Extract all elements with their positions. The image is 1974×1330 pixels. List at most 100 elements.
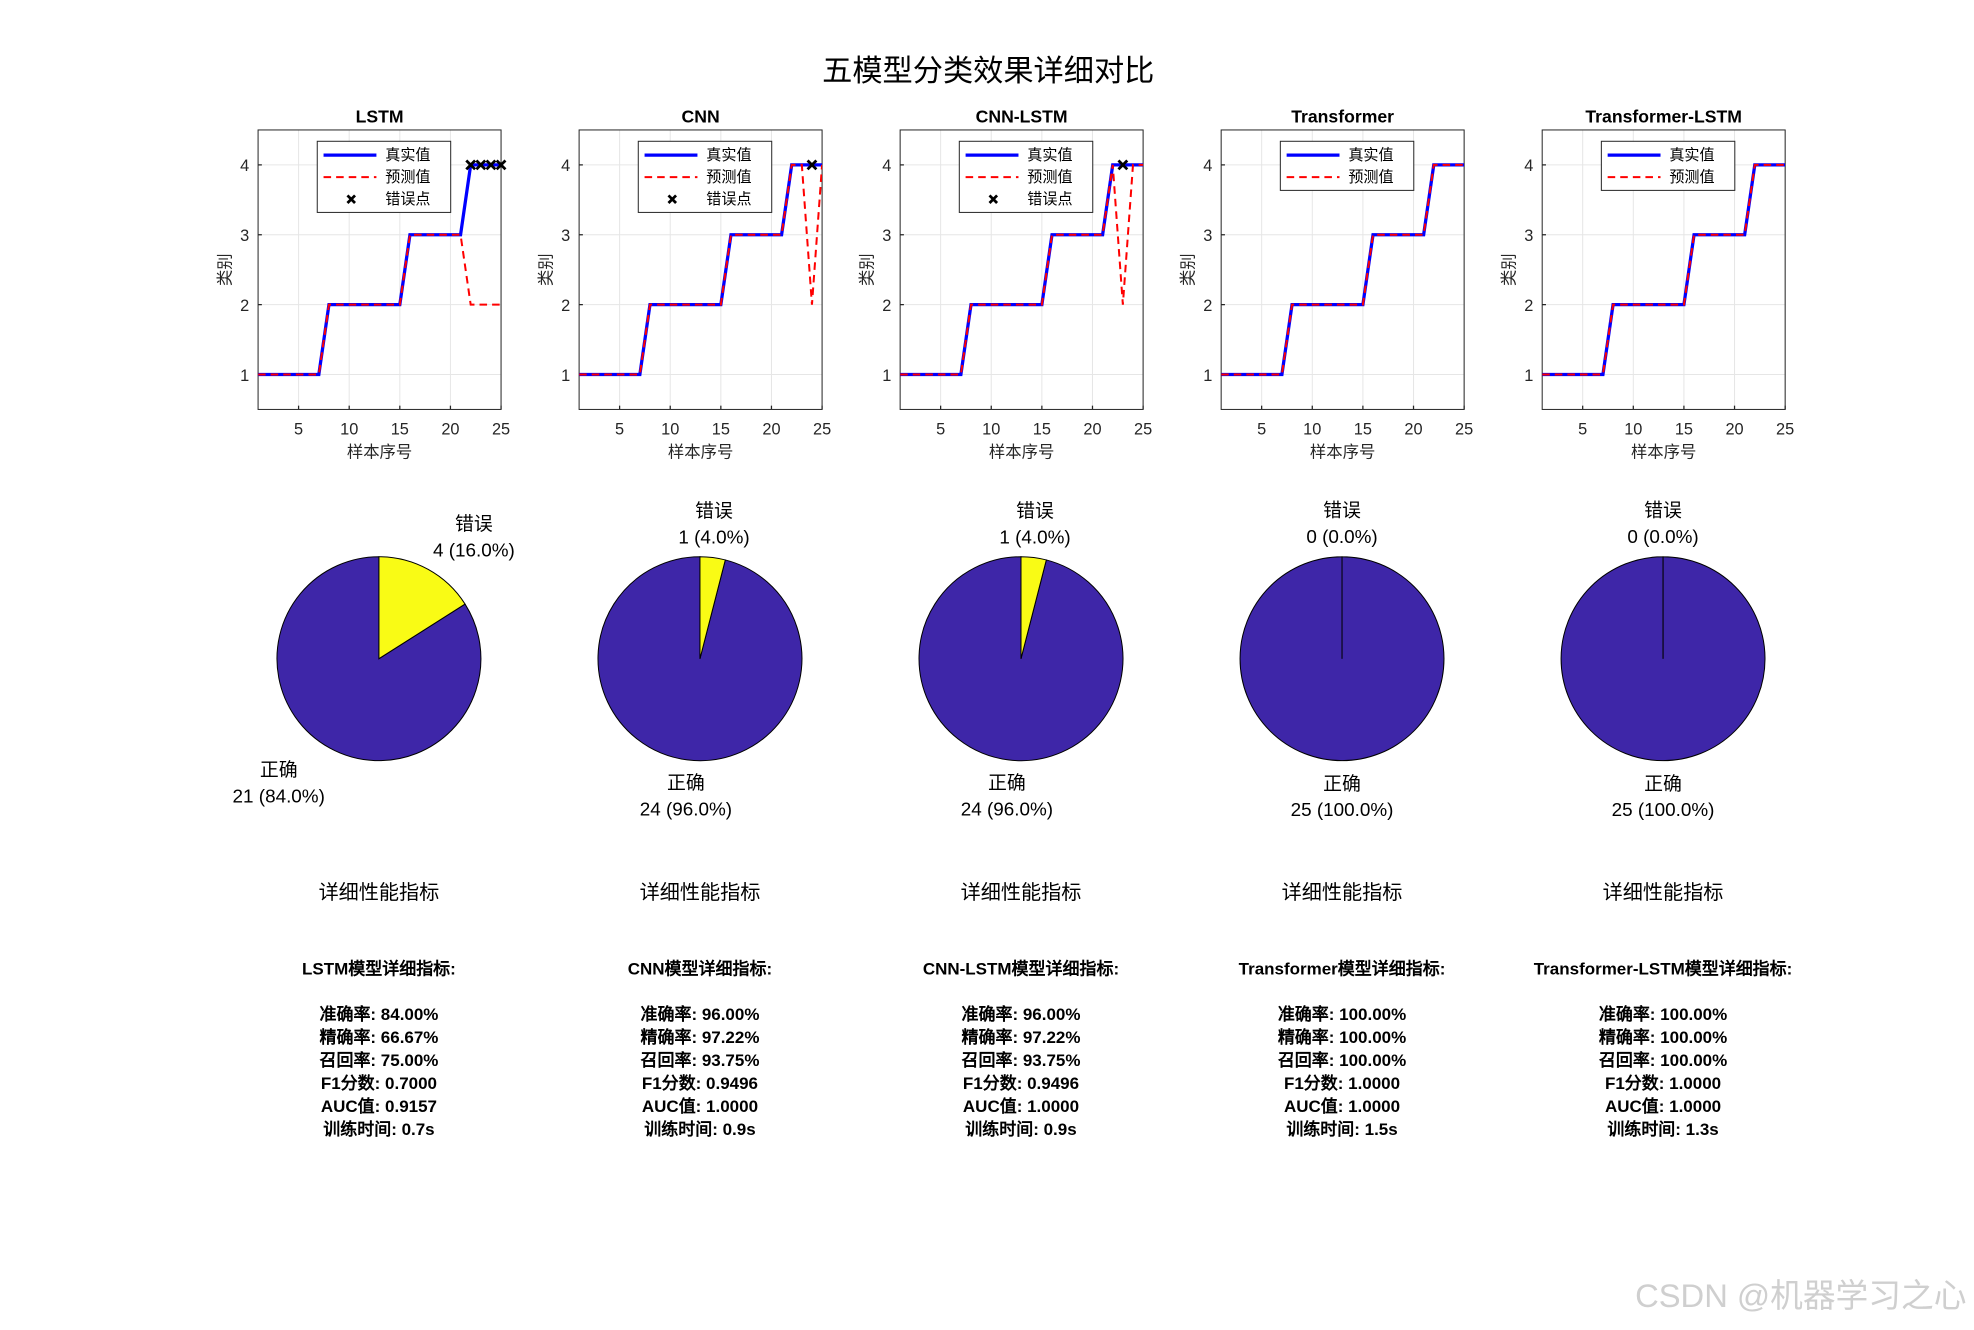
pie-value-label: 4 (16.0%) — [433, 541, 515, 562]
legend-label: 真实值 — [385, 146, 430, 164]
metrics-heading: 详细性能指标 — [319, 881, 440, 904]
metrics-line: F1分数: 1.0000 — [1284, 1073, 1400, 1093]
error-marker — [485, 159, 497, 171]
metrics-line: AUC值: 1.0000 — [1605, 1096, 1721, 1116]
x-tick-label: 20 — [762, 421, 780, 439]
metrics-title: CNN-LSTM模型详细指标: — [923, 959, 1119, 979]
series-line — [900, 163, 1144, 376]
x-tick-label: 25 — [1455, 421, 1473, 439]
x-tick-label: 10 — [661, 421, 679, 439]
error-marker — [806, 159, 818, 171]
legend-marker — [346, 194, 356, 204]
metrics-line: AUC值: 0.9157 — [321, 1096, 437, 1116]
x-tick-label: 5 — [294, 421, 303, 439]
pie-category-label: 正确 — [667, 772, 705, 794]
error-marker — [475, 159, 487, 171]
x-tick-label: 10 — [982, 421, 1000, 439]
axes-title: Transformer-LSTM — [1585, 106, 1742, 126]
metrics-line: 召回率: 75.00% — [319, 1050, 438, 1070]
x-tick-label: 15 — [712, 421, 730, 439]
metrics-line: AUC值: 1.0000 — [642, 1096, 758, 1116]
x-tick-label: 10 — [1303, 421, 1321, 439]
y-tick-label: 3 — [240, 227, 249, 245]
legend-label: 错误点 — [706, 191, 751, 208]
x-tick-label: 15 — [1033, 421, 1051, 439]
pie-category-label: 错误 — [455, 513, 493, 535]
x-tick-label: 25 — [813, 421, 831, 439]
pie-slice — [597, 556, 803, 762]
y-tick-label: 1 — [1203, 367, 1212, 385]
axes-title: CNN-LSTM — [976, 106, 1068, 126]
metrics-line: F1分数: 0.9496 — [963, 1073, 1079, 1093]
x-tick-label: 20 — [441, 421, 459, 439]
y-tick-label: 4 — [561, 157, 570, 175]
x-tick-label: 10 — [340, 421, 358, 439]
pie-value-label: 1 (4.0%) — [999, 528, 1070, 549]
x-tick-label: 15 — [1675, 421, 1693, 439]
metrics-heading: 详细性能指标 — [1603, 881, 1724, 904]
pie-category-label: 错误 — [695, 500, 733, 522]
metrics-line: 训练时间: 1.3s — [1607, 1119, 1718, 1139]
y-tick-label: 2 — [1203, 297, 1212, 315]
metrics-title: LSTM模型详细指标: — [302, 959, 456, 979]
legend-label: 预测值 — [706, 169, 751, 186]
pie-category-label: 错误 — [1323, 499, 1361, 521]
pie-value-label: 25 (100.0%) — [1291, 800, 1394, 821]
axes-box — [257, 129, 502, 410]
x-tick-label: 5 — [1257, 421, 1266, 439]
figure-title: 五模型分类效果详细对比 — [822, 54, 1154, 88]
pie-value-label: 21 (84.0%) — [233, 786, 325, 807]
metrics-line: 精确率: 100.00% — [1278, 1027, 1406, 1047]
pie-category-label: 正确 — [1644, 773, 1682, 795]
metrics-heading: 详细性能指标 — [961, 881, 1082, 904]
axes-title: Transformer — [1291, 106, 1394, 126]
y-tick-label: 3 — [561, 227, 570, 245]
series-line — [1221, 163, 1465, 376]
y-tick-label: 4 — [882, 157, 891, 175]
legend-label: 真实值 — [1027, 146, 1072, 164]
pie-value-label: 0 (0.0%) — [1627, 527, 1698, 548]
error-marker — [465, 159, 477, 171]
metrics-line: 精确率: 100.00% — [1599, 1027, 1727, 1047]
x-tick-label: 5 — [1578, 421, 1587, 439]
series-line — [1542, 163, 1786, 376]
pie-slice — [378, 556, 466, 660]
y-axis-label: 类别 — [537, 253, 555, 286]
metrics-title: Transformer-LSTM模型详细指标: — [1534, 959, 1793, 979]
y-axis-label: 类别 — [858, 253, 876, 286]
series-line — [579, 163, 823, 376]
metrics-line: 训练时间: 1.5s — [1286, 1119, 1397, 1139]
x-axis-label: 样本序号 — [1310, 443, 1375, 461]
legend-label: 预测值 — [1027, 169, 1072, 186]
legend-label: 真实值 — [706, 146, 751, 164]
error-marker — [495, 159, 507, 171]
x-tick-label: 25 — [492, 421, 510, 439]
metrics-line: 召回率: 100.00% — [1278, 1050, 1406, 1070]
y-tick-label: 1 — [1524, 367, 1533, 385]
axes-box — [899, 129, 1144, 410]
y-tick-label: 4 — [1203, 157, 1212, 175]
x-tick-label: 5 — [936, 421, 945, 439]
legend-marker — [988, 194, 999, 204]
y-tick-label: 1 — [882, 367, 891, 385]
metrics-line: 精确率: 97.22% — [640, 1027, 759, 1047]
y-tick-label: 3 — [1524, 227, 1533, 245]
axes-box — [1541, 129, 1786, 410]
x-tick-label: 10 — [1624, 421, 1642, 439]
pie-value-label: 25 (100.0%) — [1612, 800, 1715, 821]
legend-label: 真实值 — [1348, 146, 1393, 164]
pie-value-label: 24 (96.0%) — [961, 799, 1053, 820]
pie-slice — [1020, 556, 1047, 659]
axes-box — [1220, 129, 1465, 410]
metrics-line: F1分数: 0.7000 — [321, 1073, 437, 1093]
pie-category-label: 正确 — [988, 772, 1026, 794]
y-tick-label: 4 — [240, 157, 249, 175]
metrics-line: 准确率: 96.00% — [962, 1004, 1081, 1024]
x-axis-label: 样本序号 — [347, 443, 412, 461]
metrics-line: F1分数: 0.9496 — [642, 1073, 758, 1093]
error-marker — [1117, 159, 1129, 171]
metrics-line: 训练时间: 0.7s — [323, 1119, 434, 1139]
x-tick-label: 25 — [1776, 421, 1794, 439]
